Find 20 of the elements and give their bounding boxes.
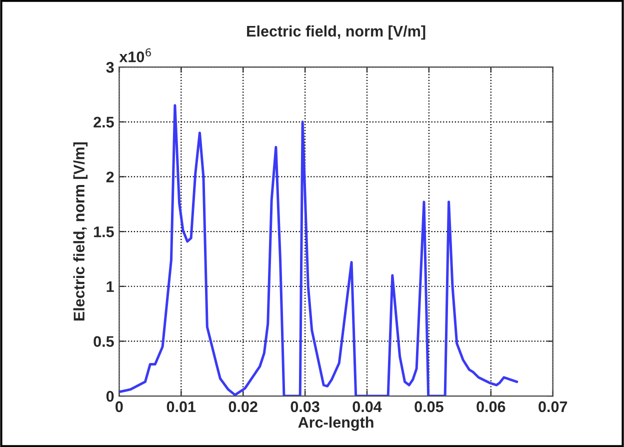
y-tick-label: 0 [106, 390, 114, 402]
x-tick-label: 0.07 [538, 401, 568, 412]
y-tick-label: 0.5 [94, 336, 114, 347]
x-tick-label: 0.01 [166, 401, 196, 412]
text: x10$^{6}$ [119, 48, 151, 62]
line-series [119, 104, 518, 396]
x-axis-title: Arc-length [298, 416, 374, 431]
x-tick-label: 0.02 [228, 401, 258, 412]
y-tick-label: 3 [106, 62, 114, 73]
x-tick-label: 0 [116, 401, 123, 412]
x-tick-label: 0.05 [414, 401, 444, 412]
y-tick-label: 2 [106, 172, 114, 182]
chart-title: Electric field, norm [V/m] [247, 25, 426, 40]
y-tick-label: 1 [106, 281, 114, 292]
x-tick-label: 0.03 [290, 401, 320, 412]
y-tick-label: 2.5 [94, 116, 114, 128]
y-tick-label: 1.5 [94, 226, 114, 238]
x-tick-label: 0.04 [352, 401, 382, 412]
x-tick-label: 0.06 [476, 401, 506, 412]
y-axis-title: Electric field, norm [V/m] [73, 142, 88, 321]
